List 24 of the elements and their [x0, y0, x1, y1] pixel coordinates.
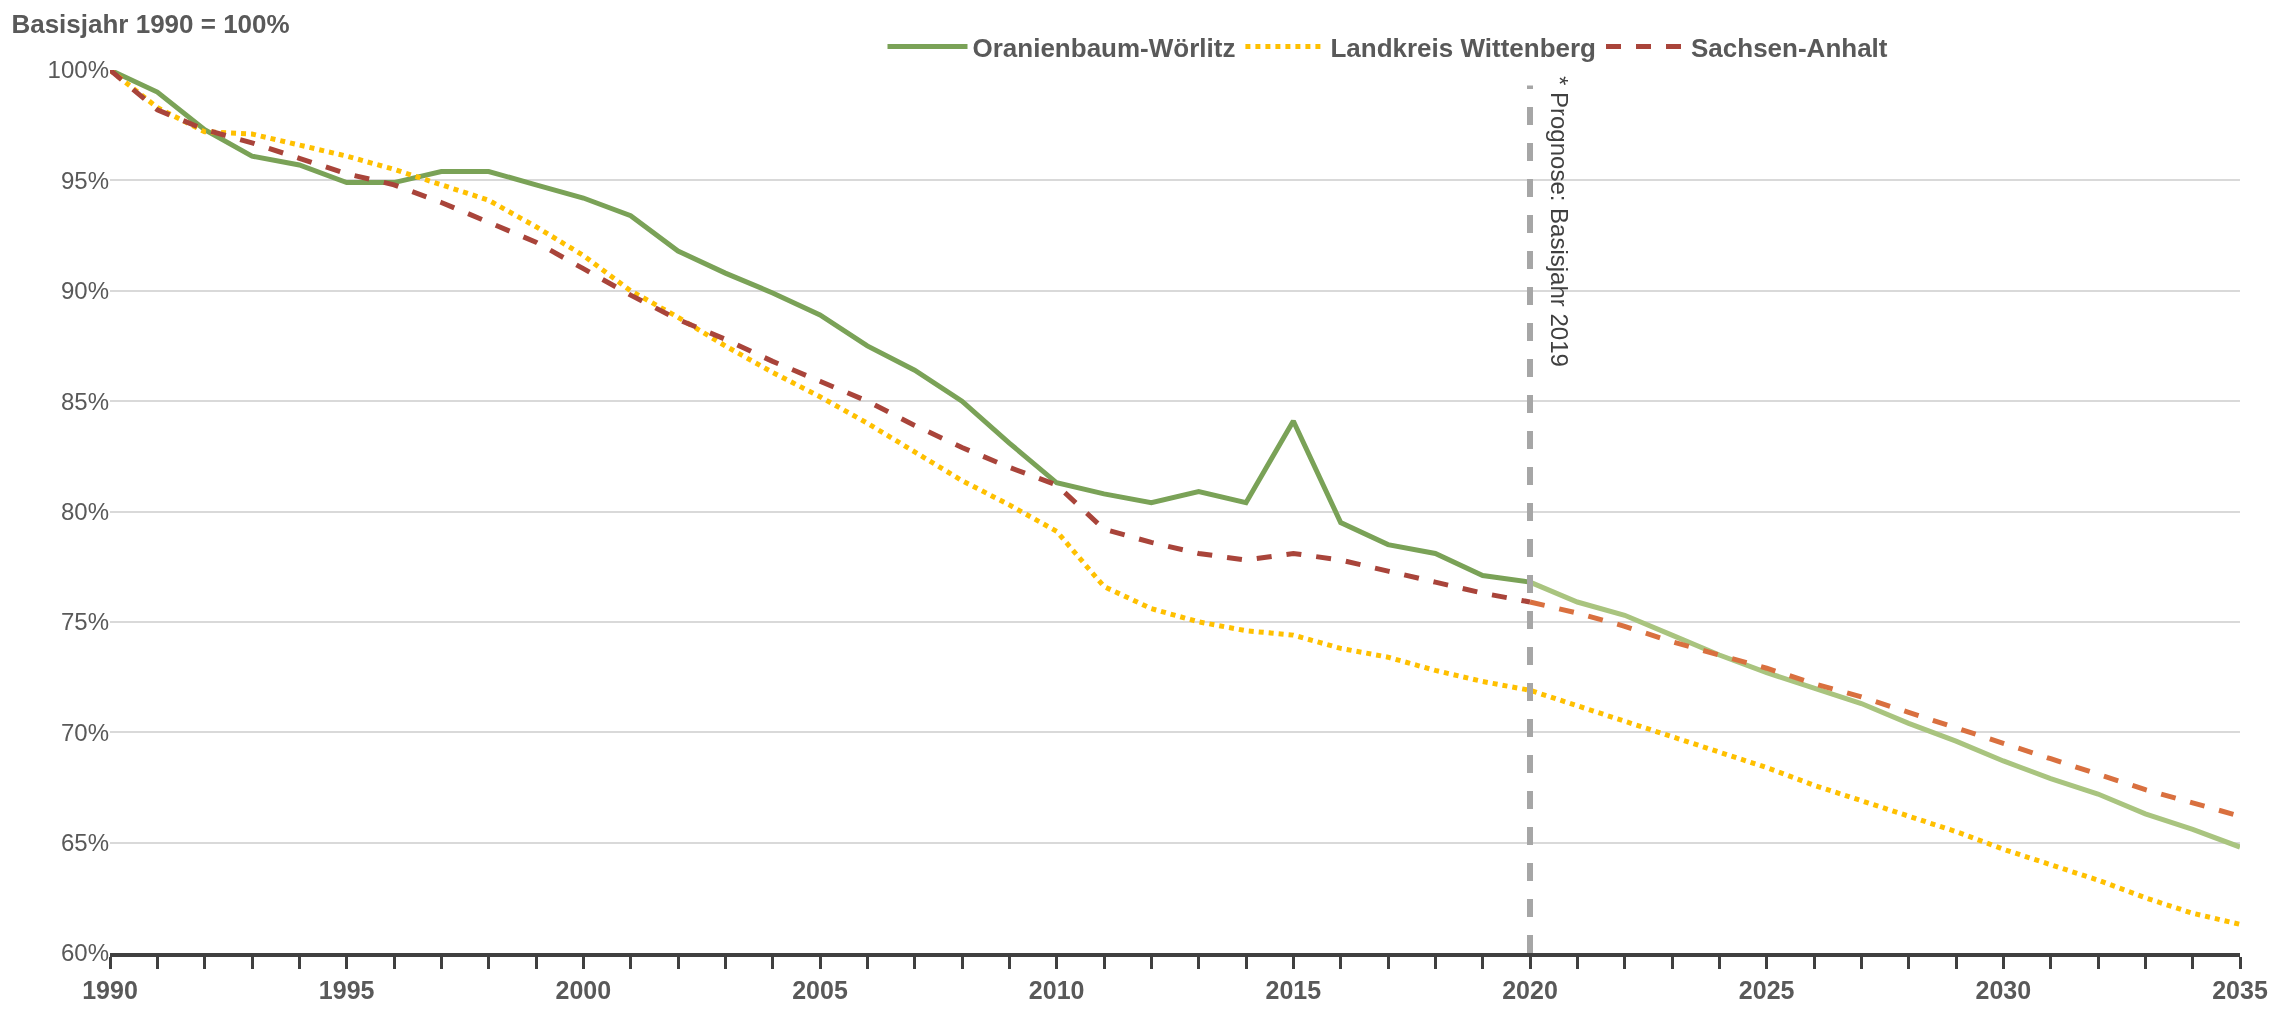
y-tick-label: 90%: [60, 277, 109, 305]
y-tick-label: 70%: [60, 718, 109, 746]
x-tick-label: 2035: [2212, 976, 2268, 1004]
x-tick-label: 2030: [1975, 976, 2032, 1004]
x-tick-label: 2005: [792, 976, 848, 1004]
legend-label: Oranienbaum-Wörlitz: [972, 32, 1236, 63]
y-tick-label: 95%: [60, 166, 109, 194]
x-tick-label: 2015: [1265, 976, 1322, 1004]
y-tick-label: 85%: [60, 387, 109, 415]
y-tick-label: 80%: [60, 497, 109, 525]
x-tick-label: 2020: [1502, 976, 1558, 1004]
legend-label: Landkreis Wittenberg: [1330, 32, 1596, 63]
x-tick-label: 2010: [1028, 976, 1085, 1004]
y-tick-label: 75%: [60, 608, 109, 636]
x-tick-label: 1990: [82, 976, 138, 1004]
y-tick-label: 60%: [60, 939, 109, 967]
x-tick-label: 2025: [1738, 976, 1795, 1004]
x-tick-label: 2000: [555, 976, 612, 1004]
legend-label: Sachsen-Anhalt: [1691, 32, 1888, 63]
y-tick-label: 100%: [47, 56, 109, 84]
chart-title: Basisjahr 1990 = 100%: [11, 9, 290, 40]
y-tick-label: 65%: [60, 829, 109, 857]
ref-line-label: * Prognose: Basisjahr 2019: [1546, 76, 1573, 367]
x-tick-label: 1995: [318, 976, 375, 1004]
